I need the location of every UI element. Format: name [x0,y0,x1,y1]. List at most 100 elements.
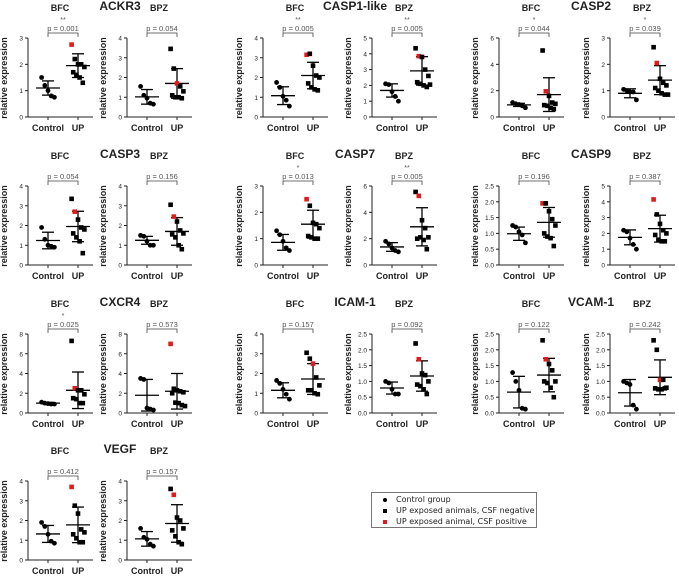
significance-bracket [391,328,423,333]
y-tick-label: 1.5 [358,363,367,370]
p-value-label: p = 0.573 [146,320,178,329]
plot-bfc: BFC relative expression 0.0 0.5 1.0 1.5 2.0 2.5… [470,151,564,281]
subplot-title: BPZ [633,299,652,309]
gene-title: VEGF [103,442,137,456]
gene-title: CASP2 [570,0,612,13]
up-point-csf-negative [551,243,557,249]
y-tick-label: 0.0 [358,411,367,418]
p-value-label: p = 0.001 [47,24,79,33]
y-tick-label: 1.5 [596,363,605,370]
y-tick-label: 4 [254,332,258,339]
up-point-csf-negative [657,76,663,82]
up-point-csf-negative [179,95,185,101]
y-tick-label: 2.5 [485,332,494,339]
up-point-csf-negative [651,44,656,50]
significance-stars: ** [295,17,301,24]
up-point-csf-negative [665,92,671,97]
gene-title: VCAM-1 [567,295,615,309]
up-point-csf-negative [74,72,79,78]
control-point [277,84,283,90]
y-tick-label: 0 [363,115,367,122]
p-value-label: p = 0.039 [629,24,661,33]
significance-bracket [146,180,178,185]
up-point-csf-negative [427,82,433,87]
up-point-csf-negative [662,92,668,97]
control-point [141,92,147,98]
up-point-csf-negative [317,75,322,80]
y-axis-label: relative expression [581,185,591,267]
control-point [151,242,156,248]
up-point-csf-negative [305,233,311,239]
up-point-csf-negative [176,242,181,248]
up-point-csf-negative [171,66,177,71]
plot-bpz: BPZ relative expression 0 1 2 3 4 5 Control UP p =… [343,3,437,133]
up-point-csf-negative [421,83,426,88]
up-point-csf-positive [416,356,422,362]
gene-panel-ackr3: ACKR3 BFC relative expression 0 1 2 3 Control UP… [0,0,230,150]
x-tick-label-control: Control [503,419,535,429]
x-tick-label-control: Control [131,566,163,576]
up-point-csf-negative [174,219,180,224]
x-tick-label-control: Control [503,271,535,281]
y-tick-label: 1 [19,243,23,250]
y-tick-label: 1.0 [485,231,494,238]
significance-stars: ** [404,17,410,24]
up-point-csf-negative [426,73,431,79]
plot-bpz: BPZ relative expression 0 1 2 3 Control UP p = 0… [581,3,675,133]
p-value-label: p = 0.092 [391,320,423,329]
significance-bracket [518,180,550,185]
up-point-csf-negative [69,196,74,202]
up-point-csf-negative [418,383,423,389]
up-point-csf-positive [543,356,549,362]
up-point-csf-negative [312,390,317,396]
y-tick-label: 3 [118,203,122,210]
y-tick-label: 5 [601,184,605,191]
up-point-csf-negative [421,387,426,392]
up-point-csf-negative [168,202,173,208]
up-point-csf-negative [549,100,555,105]
p-value-label: p = 0.005 [282,24,314,33]
legend-item-csf-positive: UP exposed animal, CSF positive [372,516,536,527]
y-tick-label: 0.0 [596,411,605,418]
up-point-csf-negative [80,539,86,545]
up-point-csf-negative [660,377,666,383]
control-point [283,97,289,103]
up-point-csf-positive [416,53,422,59]
control-point [42,524,48,529]
up-point-csf-negative [179,402,185,408]
y-tick-label: 3 [363,67,367,74]
gene-panel-casp7: CASP7 BFC relative expression 0 1 2 3 Control UP… [234,148,465,298]
up-point-csf-negative [181,526,186,531]
significance-stars: * [297,165,300,172]
control-point [389,245,395,251]
up-point-csf-positive [304,52,309,58]
y-tick-label: 4 [19,479,23,486]
control-point [383,238,388,244]
up-point-csf-positive [171,214,177,219]
y-tick-label: 1 [118,243,122,250]
up-point-csf-negative [309,85,314,90]
x-tick-label-up: UP [654,419,667,429]
up-point-csf-negative [662,239,668,244]
up-point-csf-negative [545,234,550,239]
up-point-csf-negative [546,208,552,214]
subplot-title: BFC [286,151,305,161]
x-tick-label-control: Control [32,123,64,133]
y-tick-label: 1 [19,538,23,545]
control-point [45,88,51,94]
y-tick-label: 8 [19,332,23,339]
up-point-csf-negative [413,189,418,195]
up-point-csf-negative [424,84,430,90]
y-tick-label: 2 [363,83,367,90]
control-point [513,224,519,230]
significance-bracket [629,32,661,37]
up-point-csf-negative [78,225,84,230]
y-axis-label: relative expression [581,37,591,119]
y-axis-label: relative expression [0,333,9,415]
subplot-title: BFC [51,446,70,456]
control-point [287,248,292,253]
y-tick-label: 0 [601,115,605,122]
up-point-csf-positive [72,209,78,214]
control-point [277,380,283,386]
up-point-csf-positive [72,386,78,391]
